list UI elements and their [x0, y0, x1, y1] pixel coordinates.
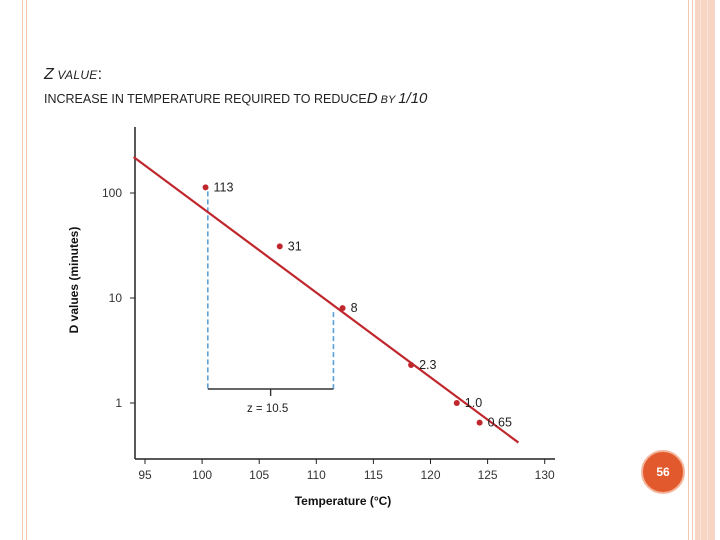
- data-point-label: 113: [214, 180, 234, 194]
- frame-right-line: [700, 0, 701, 540]
- subtitle-by: BY: [377, 94, 399, 106]
- data-points: 113 31 8 2.3 1.0 0.65: [202, 180, 512, 430]
- slide-title: Z VALUE:: [44, 66, 102, 84]
- data-point: [408, 362, 415, 369]
- x-tick-label: 110: [307, 468, 326, 482]
- page-number-badge: 56: [641, 450, 685, 494]
- frame-right-line: [692, 0, 693, 540]
- title-value: VALUE: [53, 68, 98, 82]
- subtitle-d: D: [366, 90, 378, 107]
- z-value-label: z = 10.5: [247, 403, 288, 415]
- data-point-label: 0.65: [488, 416, 512, 430]
- data-point-label: 31: [288, 239, 302, 253]
- data-point: [476, 419, 483, 426]
- data-point: [202, 184, 209, 191]
- slide-subtitle: INCREASE IN TEMPERATURE REQUIRED TO REDU…: [44, 90, 427, 107]
- data-point-label: 8: [351, 301, 358, 315]
- x-ticks: 95 100 105 110 115 120 125 130: [138, 459, 555, 482]
- frame-left-line: [26, 0, 27, 540]
- data-point: [339, 305, 346, 312]
- x-tick-label: 95: [138, 468, 152, 482]
- x-tick-label: 130: [535, 468, 555, 482]
- data-point: [453, 400, 460, 406]
- y-tick-label: 1: [115, 396, 122, 410]
- subtitle-fraction: 1/10: [398, 90, 428, 107]
- y-tick-label: 10: [109, 291, 123, 305]
- d-value-line: [132, 156, 520, 444]
- title-z: Z: [44, 66, 54, 83]
- x-tick-label: 125: [478, 468, 498, 482]
- x-tick-label: 120: [420, 468, 440, 482]
- y-ticks: 1 10 100: [102, 186, 135, 410]
- x-tick-label: 105: [249, 468, 269, 482]
- frame-left-line: [22, 0, 23, 540]
- subtitle-main: INCREASE IN TEMPERATURE REQUIRED TO REDU…: [44, 92, 367, 106]
- page-number: 56: [656, 465, 670, 479]
- title-colon: :: [97, 66, 103, 83]
- x-tick-label: 100: [192, 468, 212, 482]
- x-tick-label: 115: [364, 468, 383, 482]
- y-axis-title: D values (minutes): [67, 227, 81, 334]
- data-point: [276, 243, 283, 250]
- data-point-label: 2.3: [419, 358, 436, 372]
- data-point-label: 1.0: [465, 396, 482, 410]
- z-value-guides: [207, 191, 335, 396]
- y-tick-label: 100: [102, 186, 122, 200]
- x-axis-title: Temperature (°C): [295, 494, 392, 508]
- frame-right-line: [707, 0, 708, 540]
- chart-axes: [134, 127, 555, 460]
- frame-right-line: [688, 0, 689, 540]
